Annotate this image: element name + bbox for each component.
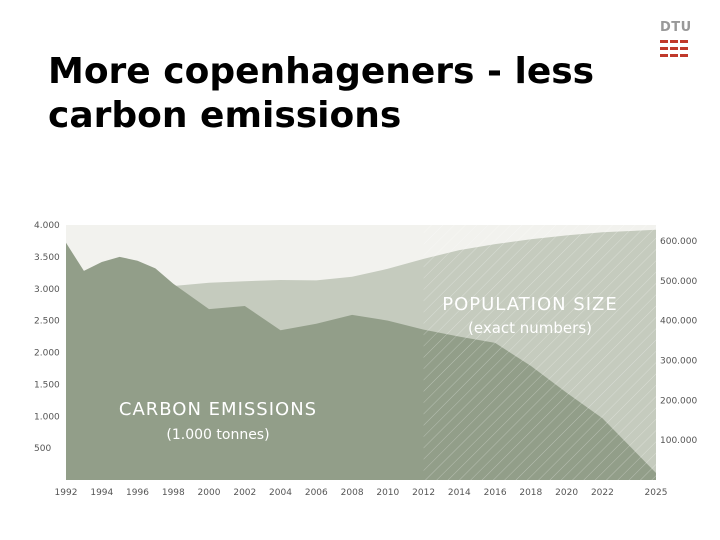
carbon-emissions-sublabel: (1.000 tonnes)	[166, 427, 269, 443]
x-tick-label: 2008	[341, 488, 364, 498]
left-tick-label: 500	[34, 444, 51, 454]
x-tick-label: 2016	[484, 488, 507, 498]
logo-mark	[670, 54, 678, 57]
x-tick-label: 2018	[519, 488, 542, 498]
left-tick-label: 2.000	[34, 349, 60, 359]
title-line-1: More copenhageners - less	[48, 51, 595, 92]
logo-mark	[680, 47, 688, 50]
logo-mark	[680, 54, 688, 57]
population-size-sublabel: (exact numbers)	[468, 319, 592, 337]
dtu-logo-icon	[660, 40, 688, 57]
title-line-2: carbon emissions	[48, 95, 402, 136]
x-tick-label: 1996	[126, 488, 149, 498]
left-tick-label: 1.500	[34, 380, 60, 390]
logo-mark	[670, 47, 678, 50]
logo-mark	[660, 40, 668, 43]
x-tick-label: 2006	[305, 488, 328, 498]
population-size-label: POPULATION SIZE	[442, 294, 618, 315]
right-tick-label: 200.000	[660, 396, 697, 406]
x-tick-label: 1998	[162, 488, 185, 498]
x-tick-label: 2020	[555, 488, 578, 498]
left-tick-label: 3.000	[34, 285, 60, 295]
left-tick-label: 4.000	[34, 221, 60, 231]
x-tick-label: 1994	[90, 488, 113, 498]
logo-mark	[660, 47, 668, 50]
x-tick-label: 1992	[55, 488, 78, 498]
x-tick-label: 2025	[645, 488, 668, 498]
page-title: More copenhageners - less carbon emissio…	[48, 50, 668, 138]
right-tick-label: 400.000	[660, 317, 697, 327]
x-tick-label: 2012	[412, 488, 435, 498]
x-tick-label: 2000	[198, 488, 221, 498]
x-tick-label: 2002	[233, 488, 256, 498]
x-tick-label: 2022	[591, 488, 614, 498]
right-tick-label: 100.000	[660, 436, 697, 446]
dtu-logo-text: DTU	[660, 20, 692, 35]
logo-mark	[670, 40, 678, 43]
left-tick-label: 1.000	[34, 412, 60, 422]
area-chart: 4.000 3.500 3.000 2.500 2.000 1.500 1.000 500 6…	[34, 221, 697, 498]
right-tick-label: 300.000	[660, 357, 697, 367]
logo-mark	[660, 54, 668, 57]
left-tick-label: 3.500	[34, 253, 60, 263]
projection-hatch	[423, 225, 656, 480]
x-tick-label: 2014	[448, 488, 471, 498]
logo-mark	[680, 40, 688, 43]
x-tick-label: 2010	[376, 488, 399, 498]
carbon-emissions-label: CARBON EMISSIONS	[119, 399, 317, 420]
right-tick-label: 600.000	[660, 237, 697, 247]
right-tick-label: 500.000	[660, 277, 697, 287]
left-tick-label: 2.500	[34, 317, 60, 327]
x-tick-label: 2004	[269, 488, 292, 498]
